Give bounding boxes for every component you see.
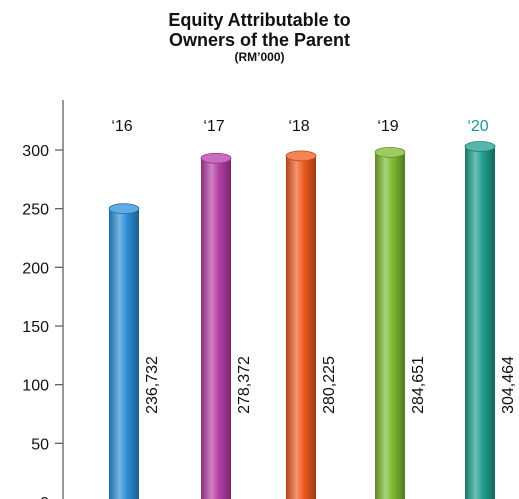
- bar-top: [464, 141, 496, 152]
- bar: [201, 158, 231, 499]
- y-tick-label: 250: [22, 202, 49, 219]
- bar-value-label: 280,225: [321, 356, 338, 414]
- labels: ‘16 236,732 ‘17 278,372 ‘18 280,225 ‘19 284,651…: [111, 118, 517, 414]
- x-category-label: ‘16: [111, 118, 132, 135]
- bar-value-label: 304,464: [500, 356, 517, 414]
- x-category-label: ‘20: [467, 118, 488, 135]
- y-tick-label: 150: [22, 319, 49, 336]
- bar: [375, 152, 405, 499]
- bar-top: [108, 203, 140, 215]
- y-tick-label: 100: [22, 378, 49, 395]
- y-tick-label: 0: [40, 495, 49, 499]
- bar-value-label: 278,372: [236, 356, 253, 414]
- bar-value-label: 236,732: [144, 356, 161, 414]
- y-axis: 0 50 100 150 200 250 300: [22, 100, 64, 499]
- x-category-label: ‘18: [288, 118, 309, 135]
- x-category-label: ‘19: [377, 118, 398, 135]
- bars: [108, 141, 496, 499]
- title-line-2: Owners of the Parent: [168, 30, 351, 50]
- chart-title: Equity Attributable to Owners of the Par…: [0, 10, 519, 65]
- bar: [286, 155, 316, 499]
- bar-top: [200, 152, 232, 164]
- y-tick-label: 200: [22, 260, 49, 277]
- bar: [109, 208, 139, 499]
- chart-subtitle: (RM’000): [234, 50, 285, 64]
- y-tick-label: 50: [31, 436, 49, 453]
- bar-top: [374, 146, 406, 158]
- y-tick-label: 300: [22, 143, 49, 160]
- bar-top: [285, 150, 317, 162]
- title-line-1: Equity Attributable to: [168, 10, 351, 30]
- x-category-label: ‘17: [203, 118, 224, 135]
- bar: [465, 146, 495, 499]
- bar-value-label: 284,651: [410, 356, 427, 414]
